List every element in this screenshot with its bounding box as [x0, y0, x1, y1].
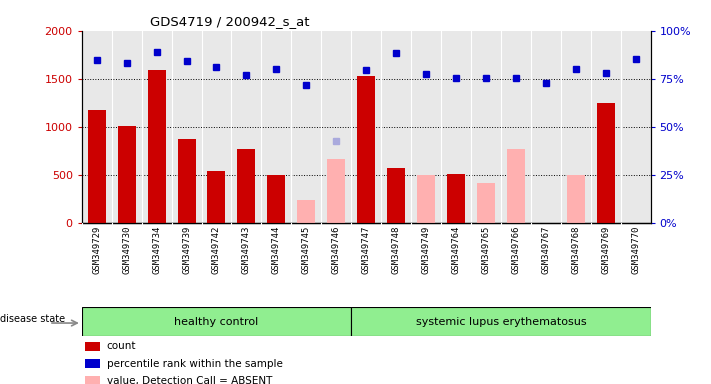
Text: GSM349743: GSM349743 [242, 225, 251, 274]
Text: GSM349744: GSM349744 [272, 225, 281, 274]
Text: GSM349746: GSM349746 [332, 225, 341, 274]
Bar [447, 174, 465, 223]
Bar [387, 168, 405, 223]
Text: GSM349747: GSM349747 [362, 225, 370, 274]
Bar [357, 76, 375, 223]
Bar [297, 200, 315, 223]
Text: GSM349729: GSM349729 [92, 225, 101, 274]
Bar [85, 341, 100, 351]
Text: value, Detection Call = ABSENT: value, Detection Call = ABSENT [107, 376, 272, 384]
Text: GSM349765: GSM349765 [481, 225, 491, 274]
FancyBboxPatch shape [82, 307, 351, 336]
Bar [85, 359, 100, 369]
Text: GDS4719 / 200942_s_at: GDS4719 / 200942_s_at [150, 15, 309, 28]
Text: GSM349767: GSM349767 [541, 225, 550, 274]
Text: count: count [107, 341, 136, 351]
Text: systemic lupus erythematosus: systemic lupus erythematosus [415, 316, 586, 327]
Text: healthy control: healthy control [174, 316, 259, 327]
Bar [327, 159, 346, 223]
Text: GSM349739: GSM349739 [182, 225, 191, 274]
Bar [507, 149, 525, 223]
Bar [477, 184, 495, 223]
Text: disease state: disease state [0, 314, 65, 324]
Bar [85, 376, 100, 384]
Bar [148, 70, 166, 223]
Bar [237, 149, 255, 223]
Text: GSM349748: GSM349748 [392, 225, 400, 274]
Bar [417, 175, 435, 223]
Bar [567, 175, 584, 223]
FancyBboxPatch shape [351, 307, 651, 336]
Bar [267, 175, 285, 223]
Bar [87, 111, 106, 223]
Bar [178, 139, 196, 223]
Bar [118, 126, 136, 223]
Text: GSM349745: GSM349745 [301, 225, 311, 274]
Text: GSM349742: GSM349742 [212, 225, 221, 274]
Bar [208, 171, 225, 223]
Text: GSM349749: GSM349749 [422, 225, 431, 274]
Text: percentile rank within the sample: percentile rank within the sample [107, 359, 282, 369]
Text: GSM349764: GSM349764 [451, 225, 461, 274]
Text: GSM349766: GSM349766 [511, 225, 520, 274]
Text: GSM349768: GSM349768 [571, 225, 580, 274]
Text: GSM349770: GSM349770 [631, 225, 640, 274]
Bar [597, 103, 614, 223]
Text: GSM349730: GSM349730 [122, 225, 131, 274]
Text: GSM349769: GSM349769 [602, 225, 610, 274]
Text: GSM349734: GSM349734 [152, 225, 161, 274]
